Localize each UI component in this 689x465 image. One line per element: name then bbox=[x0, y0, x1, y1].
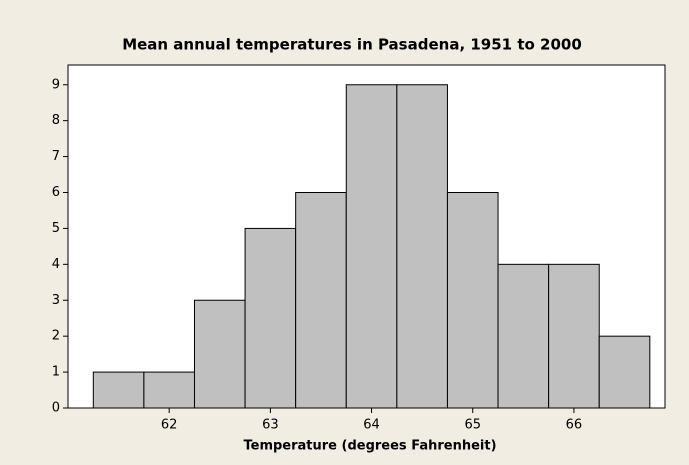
y-tick-label: 8 bbox=[52, 113, 60, 128]
y-tick-label: 4 bbox=[52, 257, 60, 272]
bar bbox=[598, 335, 651, 409]
bar bbox=[396, 84, 448, 409]
x-tick-label: 62 bbox=[161, 418, 178, 433]
y-tick-label: 1 bbox=[52, 365, 60, 380]
bar bbox=[446, 192, 499, 409]
bar bbox=[295, 192, 347, 409]
bar bbox=[244, 227, 297, 409]
bar bbox=[345, 84, 398, 409]
y-tick-label: 9 bbox=[52, 77, 60, 92]
bar bbox=[497, 263, 550, 409]
y-tick-label: 7 bbox=[52, 149, 60, 164]
x-tick-label: 65 bbox=[464, 418, 481, 433]
y-tick-label: 3 bbox=[52, 293, 60, 308]
bar bbox=[548, 263, 600, 409]
bar bbox=[92, 371, 145, 409]
bar bbox=[143, 371, 195, 409]
x-tick-label: 64 bbox=[363, 418, 380, 433]
bar bbox=[193, 299, 246, 409]
x-tick-label: 66 bbox=[566, 418, 583, 433]
x-tick-label: 63 bbox=[262, 418, 279, 433]
y-tick-label: 6 bbox=[52, 185, 60, 200]
y-tick-label: 5 bbox=[52, 221, 60, 236]
y-tick-label: 0 bbox=[52, 401, 60, 416]
y-tick-label: 2 bbox=[52, 329, 60, 344]
x-axis-label: Temperature (degrees Fahrenheit) bbox=[243, 439, 496, 454]
chart-title: Mean annual temperatures in Pasadena, 19… bbox=[122, 36, 582, 54]
